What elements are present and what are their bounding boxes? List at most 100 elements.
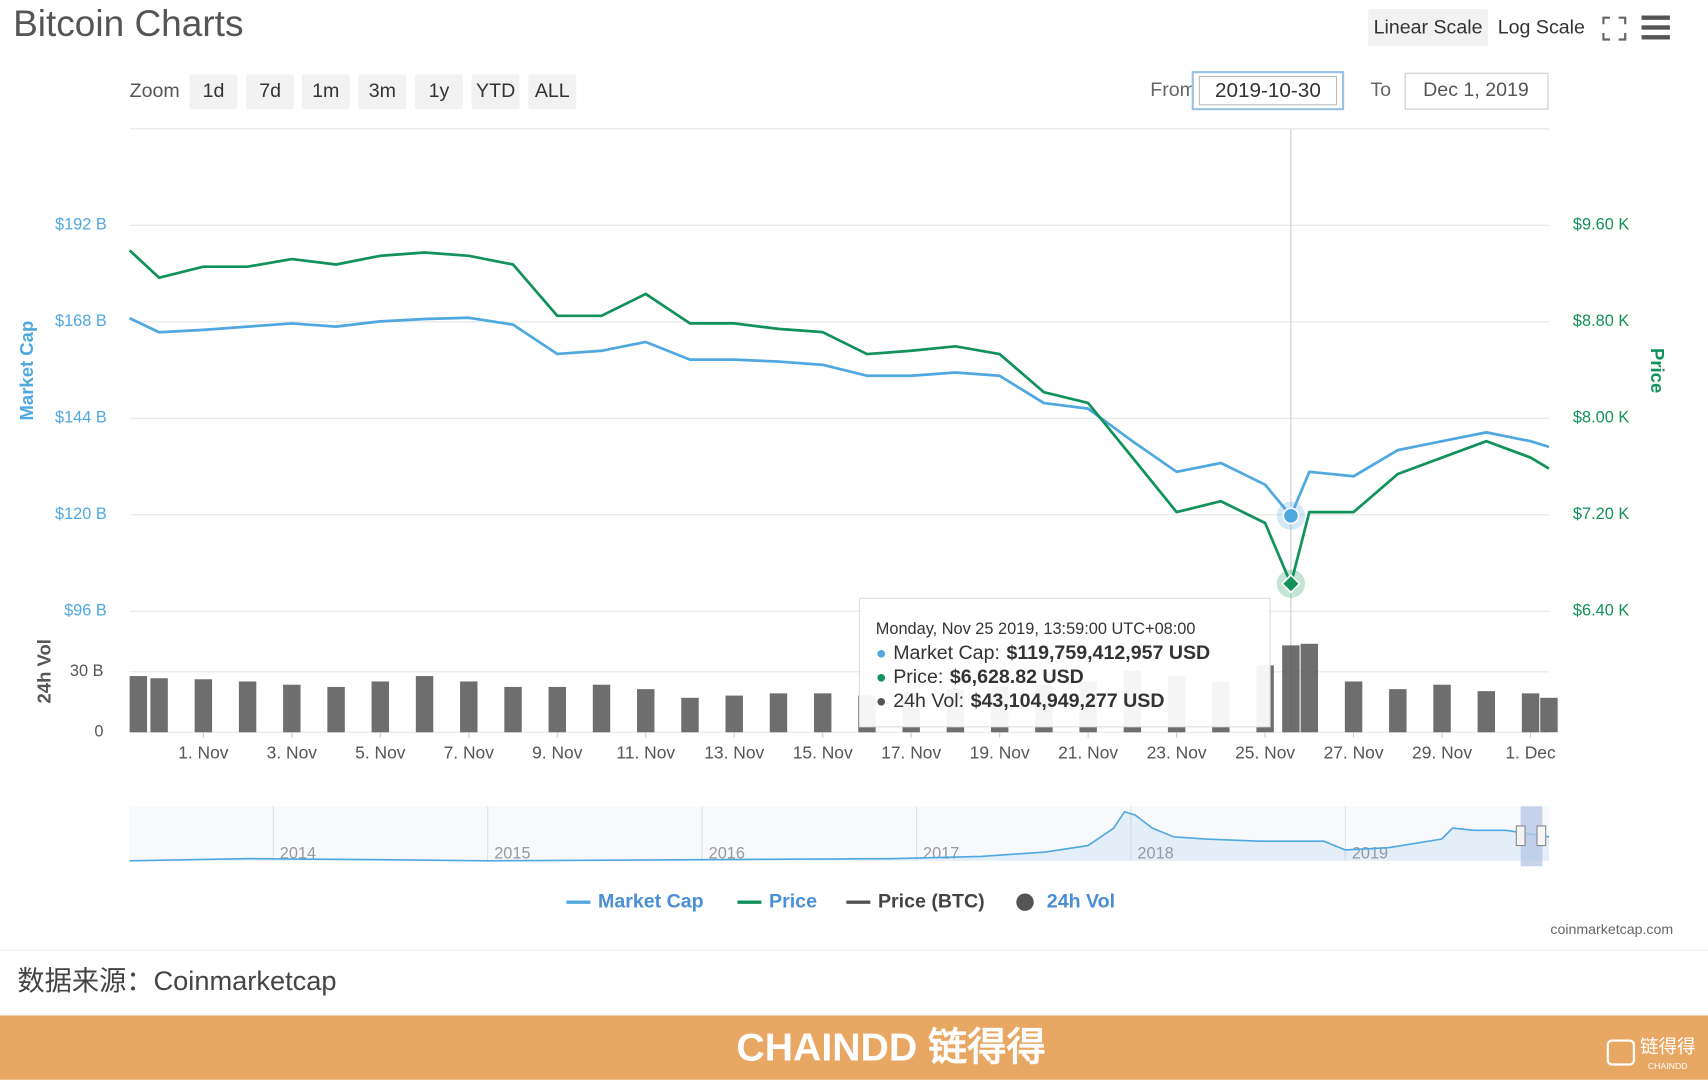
volume-bar bbox=[504, 686, 522, 733]
watermark: 链得得 bbox=[1640, 1036, 1696, 1057]
fullscreen-icon[interactable] bbox=[1602, 16, 1627, 41]
zoom-button[interactable] bbox=[471, 74, 520, 110]
zoom-button-label[interactable]: 7d bbox=[259, 80, 281, 102]
x-tick-label: 9. Nov bbox=[532, 743, 583, 763]
navigator-handle-right[interactable] bbox=[1536, 825, 1547, 847]
y-tick-label: $96 B bbox=[64, 602, 107, 620]
navigator-handle-left[interactable] bbox=[1515, 825, 1526, 847]
volume-bar bbox=[129, 676, 148, 733]
navigator-tick-label: 2018 bbox=[1137, 845, 1173, 863]
to-input[interactable] bbox=[1404, 72, 1549, 110]
watermark-icon bbox=[1606, 1039, 1636, 1066]
navigator-line bbox=[129, 810, 1550, 862]
volume-bar bbox=[1521, 693, 1540, 733]
watermark-sub: CHAINDD bbox=[1648, 1061, 1688, 1071]
y2-tick-label: $6.40 K bbox=[1573, 602, 1629, 620]
log-scale-label[interactable]: Log Scale bbox=[1498, 17, 1585, 39]
hover-marker bbox=[1282, 507, 1300, 525]
navigator-area bbox=[129, 811, 1549, 861]
navigator-background bbox=[129, 806, 1549, 861]
y2-tick-label: $8.00 K bbox=[1573, 409, 1629, 427]
navigator-tick-label: 2014 bbox=[280, 845, 316, 863]
tooltip-row-label: Market Cap: bbox=[893, 642, 1000, 664]
y-axis-title: 24h Vol bbox=[34, 639, 55, 703]
y-tick-label: 30 B bbox=[70, 662, 104, 680]
navigator-selection[interactable] bbox=[1520, 806, 1543, 867]
legend-label[interactable]: Market Cap bbox=[598, 890, 704, 912]
y-tick-label: $192 B bbox=[55, 216, 107, 234]
zoom-button[interactable] bbox=[528, 74, 577, 110]
zoom-button-label[interactable]: 3m bbox=[369, 80, 396, 102]
x-tick-label: 21. Nov bbox=[1058, 743, 1118, 763]
zoom-button[interactable] bbox=[246, 74, 295, 110]
volume-bar bbox=[371, 681, 390, 733]
x-tick-label: 13. Nov bbox=[704, 743, 764, 763]
tooltip-row: Price: $6,628.82 USD bbox=[893, 666, 1084, 688]
tooltip-row: 24h Vol: $43,104,949,277 USD bbox=[893, 690, 1164, 712]
footer-brand: CHAINDD 链得得 bbox=[736, 1027, 1045, 1070]
zoom-button[interactable] bbox=[301, 74, 350, 110]
legend-marker[interactable] bbox=[1016, 893, 1034, 911]
x-tick-label: 5. Nov bbox=[355, 743, 406, 763]
x-tick-label: 11. Nov bbox=[616, 743, 675, 763]
volume-bar bbox=[637, 689, 655, 733]
y2-tick-label: $8.80 K bbox=[1573, 312, 1629, 330]
zoom-button[interactable] bbox=[358, 74, 407, 110]
x-tick-label: 15. Nov bbox=[793, 743, 853, 763]
legend-label[interactable]: Price (BTC) bbox=[878, 890, 985, 912]
zoom-button-label[interactable]: 1y bbox=[429, 80, 450, 102]
x-tick-label: 23. Nov bbox=[1147, 743, 1207, 763]
to-label: To bbox=[1370, 79, 1391, 101]
y-tick-label: $144 B bbox=[55, 409, 107, 427]
volume-bar bbox=[813, 693, 832, 733]
tooltip-row-value: $43,104,949,277 USD bbox=[971, 690, 1165, 712]
from-input-inner bbox=[1198, 75, 1338, 106]
page-title: Bitcoin Charts bbox=[13, 2, 243, 44]
zoom-button-label[interactable]: 1m bbox=[312, 80, 339, 102]
x-tick-label: 17. Nov bbox=[881, 743, 941, 763]
volume-bar bbox=[194, 679, 213, 733]
linear-scale-button[interactable] bbox=[1368, 8, 1488, 47]
volume-bar bbox=[1300, 643, 1319, 733]
tooltip-row: Market Cap: $119,759,412,957 USD bbox=[893, 642, 1210, 664]
x-tick-label: 25. Nov bbox=[1235, 743, 1295, 763]
volume-bar bbox=[1282, 645, 1300, 733]
legend-label[interactable]: 24h Vol bbox=[1047, 890, 1115, 912]
series-line bbox=[129, 316, 1550, 518]
zoom-button[interactable] bbox=[189, 74, 238, 110]
volume-bar bbox=[415, 676, 434, 733]
menu-icon[interactable] bbox=[1641, 15, 1670, 40]
volume-bar bbox=[1344, 681, 1363, 733]
tooltip-row-label: 24h Vol: bbox=[893, 690, 964, 712]
zoom-button-label[interactable]: ALL bbox=[535, 80, 570, 102]
footer-band bbox=[0, 1015, 1708, 1080]
zoom-button[interactable] bbox=[415, 74, 463, 110]
y-axis-title: Market Cap bbox=[16, 321, 37, 421]
from-value[interactable]: 2019-10-30 bbox=[1215, 79, 1321, 102]
volume-bar bbox=[150, 678, 168, 733]
volume-bar bbox=[283, 684, 301, 733]
linear-scale-label[interactable]: Linear Scale bbox=[1374, 17, 1483, 39]
navigator-tick-label: 2015 bbox=[494, 845, 530, 863]
zoom-button-label[interactable]: 1d bbox=[203, 80, 225, 102]
tooltip-bullet bbox=[877, 697, 886, 706]
y-tick-label: $120 B bbox=[55, 505, 107, 523]
tooltip-bullet bbox=[877, 650, 886, 658]
tooltip-bullet bbox=[877, 673, 886, 682]
legend-label[interactable]: Price bbox=[769, 890, 817, 912]
zoom-button-label[interactable]: YTD bbox=[476, 80, 515, 102]
plot-layer: $96 B $120 B $144 B $168 B $192 B $6.40 K $7.2… bbox=[16, 128, 1668, 863]
x-tick-label: 3. Nov bbox=[267, 743, 318, 763]
zoom-buttons: 1d 7d 1m 3m 1y YTD ALL bbox=[189, 74, 577, 110]
zoom-label: Zoom bbox=[130, 80, 180, 102]
tooltip-row-label: Price: bbox=[893, 666, 943, 688]
tooltip-title: Monday, Nov 25 2019, 13:59:00 UTC+08:00 bbox=[876, 620, 1196, 638]
from-input[interactable] bbox=[1191, 71, 1345, 111]
y2-tick-label: $9.60 K bbox=[1573, 216, 1629, 234]
from-label: From bbox=[1150, 79, 1196, 101]
to-value[interactable]: Dec 1, 2019 bbox=[1423, 79, 1529, 101]
series-line bbox=[128, 249, 1550, 586]
y2-axis-title: Price bbox=[1647, 348, 1668, 393]
